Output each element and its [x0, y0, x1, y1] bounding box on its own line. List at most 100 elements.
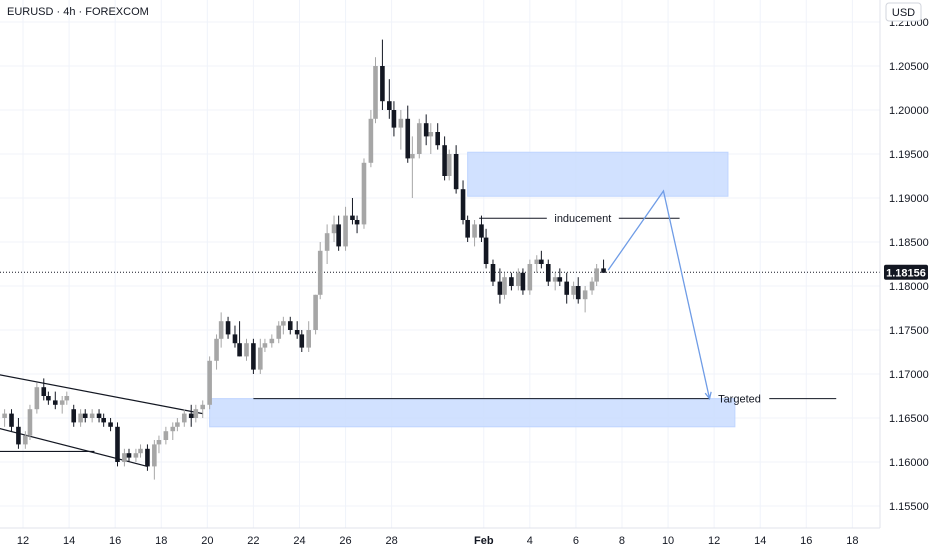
candle-body [299, 334, 305, 348]
candle [163, 426, 169, 445]
candle [281, 316, 286, 335]
candle-body [41, 387, 47, 396]
x-tick-label: 4 [527, 535, 533, 547]
candle-body [589, 281, 595, 291]
y-tick-label: 1.20500 [889, 61, 929, 73]
candle [258, 338, 263, 374]
candle-body [582, 290, 588, 300]
candle [16, 418, 21, 449]
x-tick-label: 22 [247, 535, 259, 547]
candle [126, 448, 132, 462]
candle [391, 101, 397, 137]
x-tick-label: 6 [573, 535, 579, 547]
candle [207, 356, 212, 410]
candle [317, 242, 323, 300]
candle-body [46, 396, 51, 401]
last-price-tag: 1.18156 [884, 264, 928, 280]
candle [571, 281, 576, 300]
annotations-layer: inducement Targeted [554, 213, 760, 405]
supply-zone [467, 151, 729, 197]
candle-body [539, 259, 544, 264]
x-tick-label: 18 [155, 535, 167, 547]
candle-body [170, 426, 176, 432]
candle-body [214, 338, 219, 361]
candle [46, 391, 51, 405]
candle-body [331, 224, 337, 234]
candle-body [423, 123, 429, 137]
y-tick-label: 1.18500 [889, 237, 929, 249]
x-tick-label: 16 [109, 535, 121, 547]
projection-layer [607, 189, 712, 401]
candle-body [552, 277, 558, 282]
candle-body [373, 66, 378, 119]
candle-body [361, 162, 367, 225]
candle [244, 338, 249, 361]
candle [82, 409, 88, 423]
candle-body [502, 277, 507, 295]
candle [331, 215, 337, 242]
demand-zone [209, 398, 736, 428]
candle-body [520, 272, 526, 291]
candle-body [483, 237, 489, 264]
candle-body [281, 321, 286, 326]
x-tick-label: 28 [385, 535, 397, 547]
candle [405, 105, 411, 163]
candle [398, 110, 404, 150]
x-tick-label: 18 [846, 535, 858, 547]
x-tick-label: 10 [662, 535, 674, 547]
candle [465, 215, 470, 242]
candles-layer [2, 39, 606, 480]
candle [490, 259, 496, 286]
candle-body [317, 250, 323, 295]
candle [41, 378, 47, 401]
candle-body [16, 426, 21, 445]
candle-body [472, 224, 477, 238]
candle-body [446, 154, 452, 176]
candle-body [23, 435, 28, 445]
candle [313, 294, 318, 335]
candle-body [2, 413, 7, 418]
x-tick-label: 26 [339, 535, 351, 547]
candle-body [465, 220, 470, 238]
x-tick-label: 12 [17, 535, 29, 547]
candle-body [163, 431, 169, 440]
candle-body [410, 154, 415, 159]
candle-body [9, 413, 14, 427]
currency-button[interactable]: USD [885, 2, 922, 22]
time-axis[interactable]: 12 14 16 18 20 22 24 26 28 Feb 4 6 8 10 12 14 16 18 [17, 535, 859, 547]
candle [368, 110, 374, 168]
candle-body [78, 413, 83, 423]
candle [214, 334, 219, 370]
candle [527, 259, 533, 295]
candle [2, 409, 7, 427]
candle-body [571, 286, 576, 295]
candle [361, 158, 367, 229]
candle [460, 180, 466, 225]
candle [324, 224, 330, 264]
candle-body [59, 400, 65, 405]
candle [200, 400, 206, 418]
candle-body [71, 409, 77, 423]
currency-label: USD [892, 7, 915, 19]
y-tick-label: 1.20000 [889, 105, 929, 117]
candle [582, 286, 588, 313]
candle [34, 382, 40, 414]
candle [225, 316, 231, 339]
candle [497, 268, 503, 304]
price-axis[interactable]: 1.210001.205001.200001.195001.190001.185… [889, 17, 929, 513]
candle-body [258, 347, 263, 370]
candle [516, 268, 521, 291]
x-tick-label: 16 [800, 535, 812, 547]
candle [509, 272, 514, 291]
candle [152, 440, 157, 480]
candle-body [188, 413, 194, 418]
candle [133, 448, 139, 462]
candle-body [509, 277, 514, 286]
candle-body [276, 325, 282, 339]
candle-body [453, 154, 459, 190]
candle [108, 418, 113, 432]
channel-lower [0, 427, 148, 467]
candle-body [262, 343, 268, 348]
candle-body [516, 272, 521, 286]
candle-body [324, 233, 330, 251]
